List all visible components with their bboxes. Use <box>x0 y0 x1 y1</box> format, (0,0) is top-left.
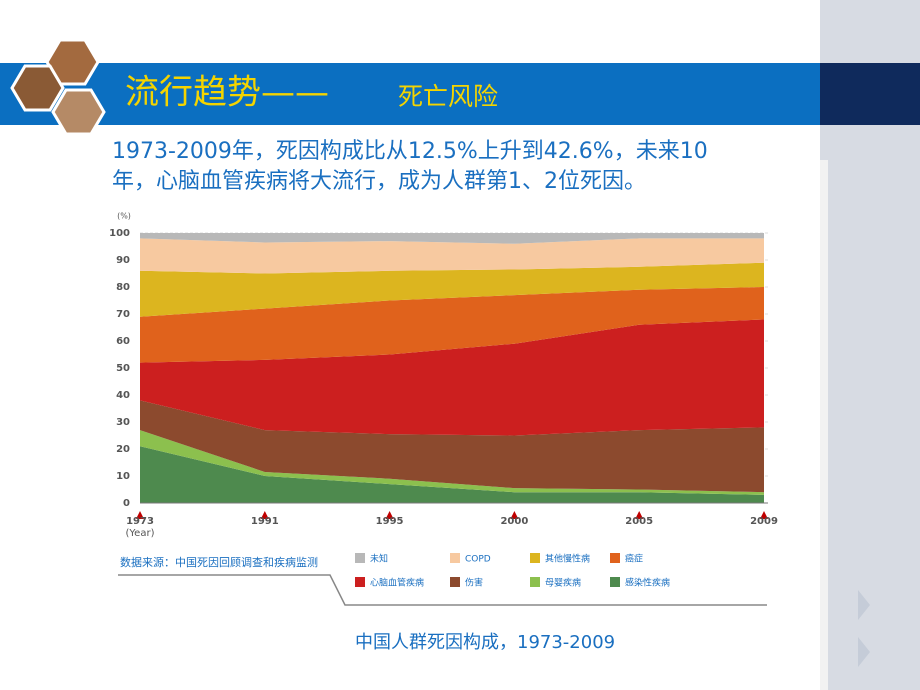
y-tick-label: 0 <box>123 498 130 509</box>
x-tick-label: 1995 <box>376 516 404 527</box>
year-marker <box>760 511 768 519</box>
y-tick-label: 10 <box>116 471 130 482</box>
hex-photo <box>45 38 100 86</box>
y-tick-label: 20 <box>116 444 130 455</box>
y-tick-label: 40 <box>116 390 130 401</box>
legend-label: 母婴疾病 <box>545 577 581 589</box>
legend-swatch <box>450 577 460 587</box>
header-line <box>0 125 820 128</box>
area <box>140 319 764 436</box>
area <box>140 238 764 274</box>
area <box>140 446 764 503</box>
legend-swatch <box>355 577 365 587</box>
x-tick-label: 2005 <box>625 516 653 527</box>
legend-swatch <box>450 553 460 563</box>
legend-label: 感染性疾病 <box>625 577 670 589</box>
nav-arrow[interactable] <box>858 637 870 667</box>
year-marker <box>260 511 269 519</box>
area <box>140 287 764 363</box>
y-tick-label: 30 <box>116 417 130 428</box>
legend-swatch <box>610 553 620 563</box>
y-tick-label: 60 <box>116 336 130 347</box>
title-main: 流行趋势—— <box>125 73 329 113</box>
legend-label: COPD <box>465 555 491 565</box>
y-tick-label: 100 <box>109 228 130 239</box>
year-marker <box>510 511 519 519</box>
x-axis-label: (Year) <box>126 528 155 539</box>
area <box>140 262 764 317</box>
legend-label: 伤害 <box>465 577 483 589</box>
y-tick-label: 50 <box>116 363 130 374</box>
connector <box>118 574 767 606</box>
header-bar <box>0 63 820 125</box>
legend-label: 心脑血管疾病 <box>370 577 424 589</box>
intro-line: 年，心脑血管疾病将大流行，成为人群第1、2位死因。 <box>112 169 646 194</box>
year-marker <box>136 511 144 519</box>
x-tick-label: 2000 <box>500 516 528 527</box>
y-tick-label: 70 <box>116 309 130 320</box>
legend-label: 其他慢性病 <box>545 553 590 565</box>
legend-swatch <box>355 553 365 563</box>
area <box>140 233 764 244</box>
year-marker <box>385 511 394 519</box>
legend-label: 未知 <box>370 553 388 565</box>
legend-swatch <box>530 553 540 563</box>
hex-photo <box>10 64 65 112</box>
caption: 中国人群死因构成，1973-2009 <box>355 632 615 653</box>
legend-label: 癌症 <box>625 553 643 565</box>
x-tick-label: 1973 <box>126 516 154 527</box>
x-tick-label: 2009 <box>750 516 778 527</box>
area <box>140 400 764 493</box>
legend-swatch <box>610 577 620 587</box>
hex-photo <box>51 88 106 136</box>
side-edge <box>820 160 828 690</box>
y-tick-label: 80 <box>116 282 130 293</box>
intro-line: 1973-2009年，死因构成比从12.5%上升到42.6%，未来10 <box>112 139 708 164</box>
nav-arrow[interactable] <box>858 590 870 620</box>
y-axis-label: (%) <box>117 212 131 221</box>
source: 数据来源：中国死因回顾调查和疾病监测 <box>120 555 318 569</box>
year-marker <box>635 511 644 519</box>
legend-swatch <box>530 577 540 587</box>
x-tick-label: 1991 <box>251 516 279 527</box>
y-tick-label: 90 <box>116 255 130 266</box>
side-band <box>820 63 920 125</box>
title-sub: 死亡风险 <box>398 82 498 111</box>
